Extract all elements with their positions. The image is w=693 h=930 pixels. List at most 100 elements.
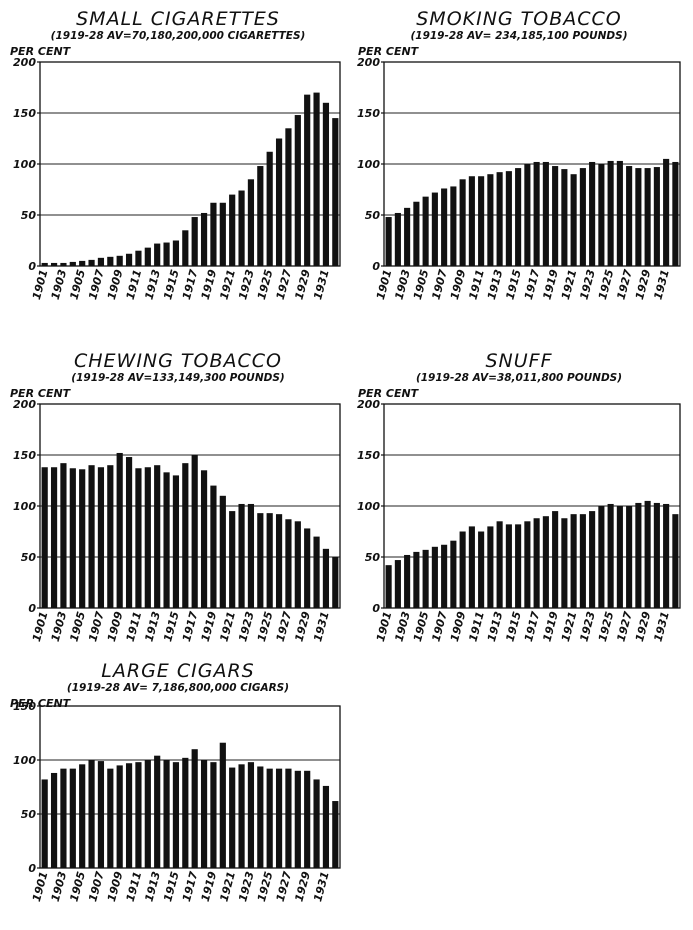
bar <box>607 160 614 266</box>
bar <box>125 253 133 266</box>
bar <box>663 158 670 266</box>
bar <box>635 168 642 266</box>
x-tick-label: 1915 <box>503 610 524 643</box>
bar <box>88 465 95 608</box>
x-tick-label: 1915 <box>161 610 182 643</box>
x-tick-label: 1917 <box>180 610 201 643</box>
x-tick-label: 1931 <box>651 268 671 301</box>
bar <box>182 757 189 868</box>
chart-subtitle: (1919-28 AV= 7,186,800,000 CIGARS) <box>66 682 290 694</box>
bar <box>257 166 264 266</box>
chart-large-cigars: LARGE CIGARS (1919-28 AV= 7,186,800,000 … <box>8 660 348 925</box>
x-tick-label: 1925 <box>255 610 276 643</box>
bar <box>238 190 245 266</box>
x-tick-label: 1907 <box>86 870 107 903</box>
x-tick-label: 1927 <box>274 268 295 301</box>
bar <box>172 240 180 266</box>
bar <box>478 531 485 608</box>
chart-title: SMALL CIGARETTES <box>76 8 280 30</box>
bar <box>524 521 531 608</box>
bar <box>79 469 86 608</box>
plot-area: 0 50 100 150 200 1901190319051907190919111913… <box>13 56 341 301</box>
bar <box>135 762 142 868</box>
x-tick-label: 1923 <box>236 870 257 903</box>
bar <box>459 531 466 608</box>
bar <box>561 169 568 266</box>
bar <box>257 513 264 608</box>
bar <box>97 761 105 868</box>
bar <box>616 506 623 608</box>
bar <box>496 172 503 266</box>
bar <box>88 760 95 868</box>
y-tick-label: 100 <box>357 158 380 171</box>
bar <box>570 174 577 266</box>
bar <box>487 526 494 608</box>
x-tick-label: 1909 <box>105 610 126 643</box>
x-tick-label: 1917 <box>180 870 201 903</box>
bar <box>50 467 58 608</box>
x-tick-label: 1927 <box>274 610 295 643</box>
y-tick-label: 100 <box>13 500 36 513</box>
bar <box>322 785 330 868</box>
bar <box>589 161 596 266</box>
bar <box>191 455 198 608</box>
x-tick-label: 1929 <box>292 268 313 301</box>
x-tick-label: 1907 <box>429 268 450 301</box>
bar <box>294 770 301 868</box>
x-tick-label: 1923 <box>236 268 257 301</box>
bar <box>487 174 494 266</box>
x-tick-label: 1913 <box>142 870 163 903</box>
bar <box>275 768 283 868</box>
y-tick-label: 150 <box>13 449 36 462</box>
x-tick-label: 1927 <box>274 870 295 903</box>
bar <box>154 243 161 266</box>
bar <box>644 168 651 266</box>
bar <box>496 521 503 608</box>
bar <box>266 513 273 608</box>
bar <box>69 468 76 608</box>
plot-area: 0 50 100 150 200 1901190319051907190919111913… <box>13 398 341 643</box>
bar <box>41 262 48 266</box>
y-tick-label: 150 <box>13 107 36 120</box>
bar <box>459 179 466 266</box>
chart-subtitle: (1919-28 AV=38,011,800 POUNDS) <box>415 372 623 384</box>
bar <box>533 161 540 266</box>
bar <box>275 514 283 608</box>
chart-title: CHEWING TOBACCO <box>73 350 282 372</box>
x-tick-label: 1905 <box>411 268 432 301</box>
bar <box>285 128 292 266</box>
bar <box>663 503 670 608</box>
y-tick-label: 150 <box>13 700 36 713</box>
bar <box>450 186 457 266</box>
bar <box>50 262 58 266</box>
bar <box>385 217 392 266</box>
x-tick-label: 1923 <box>236 610 257 643</box>
bar <box>635 502 642 608</box>
x-tick-label: 1911 <box>124 268 144 301</box>
bar <box>579 514 586 608</box>
bar <box>385 565 392 608</box>
bar <box>247 503 255 608</box>
bar <box>285 519 292 608</box>
bar <box>229 767 236 868</box>
x-tick-label: 1929 <box>633 610 654 643</box>
bar <box>542 516 549 608</box>
y-tick-label: 50 <box>365 551 381 564</box>
bar <box>533 518 540 608</box>
bar <box>69 768 76 868</box>
chart-smoking-tobacco: SMOKING TOBACCO (1919-28 AV= 234,185,100… <box>354 8 684 301</box>
bar <box>60 768 67 868</box>
bar <box>247 179 255 266</box>
x-tick-label: 1921 <box>217 870 237 903</box>
y-tick-label: 50 <box>21 808 37 821</box>
x-tick-label: 1931 <box>311 268 331 301</box>
bar <box>570 514 577 608</box>
y-tick-label: 0 <box>372 260 380 273</box>
x-tick-label: 1931 <box>311 610 331 643</box>
bar <box>626 166 633 266</box>
x-tick-label: 1921 <box>217 268 237 301</box>
bar <box>163 242 170 266</box>
bar <box>468 176 475 266</box>
bar <box>116 452 123 608</box>
bar <box>266 151 273 266</box>
